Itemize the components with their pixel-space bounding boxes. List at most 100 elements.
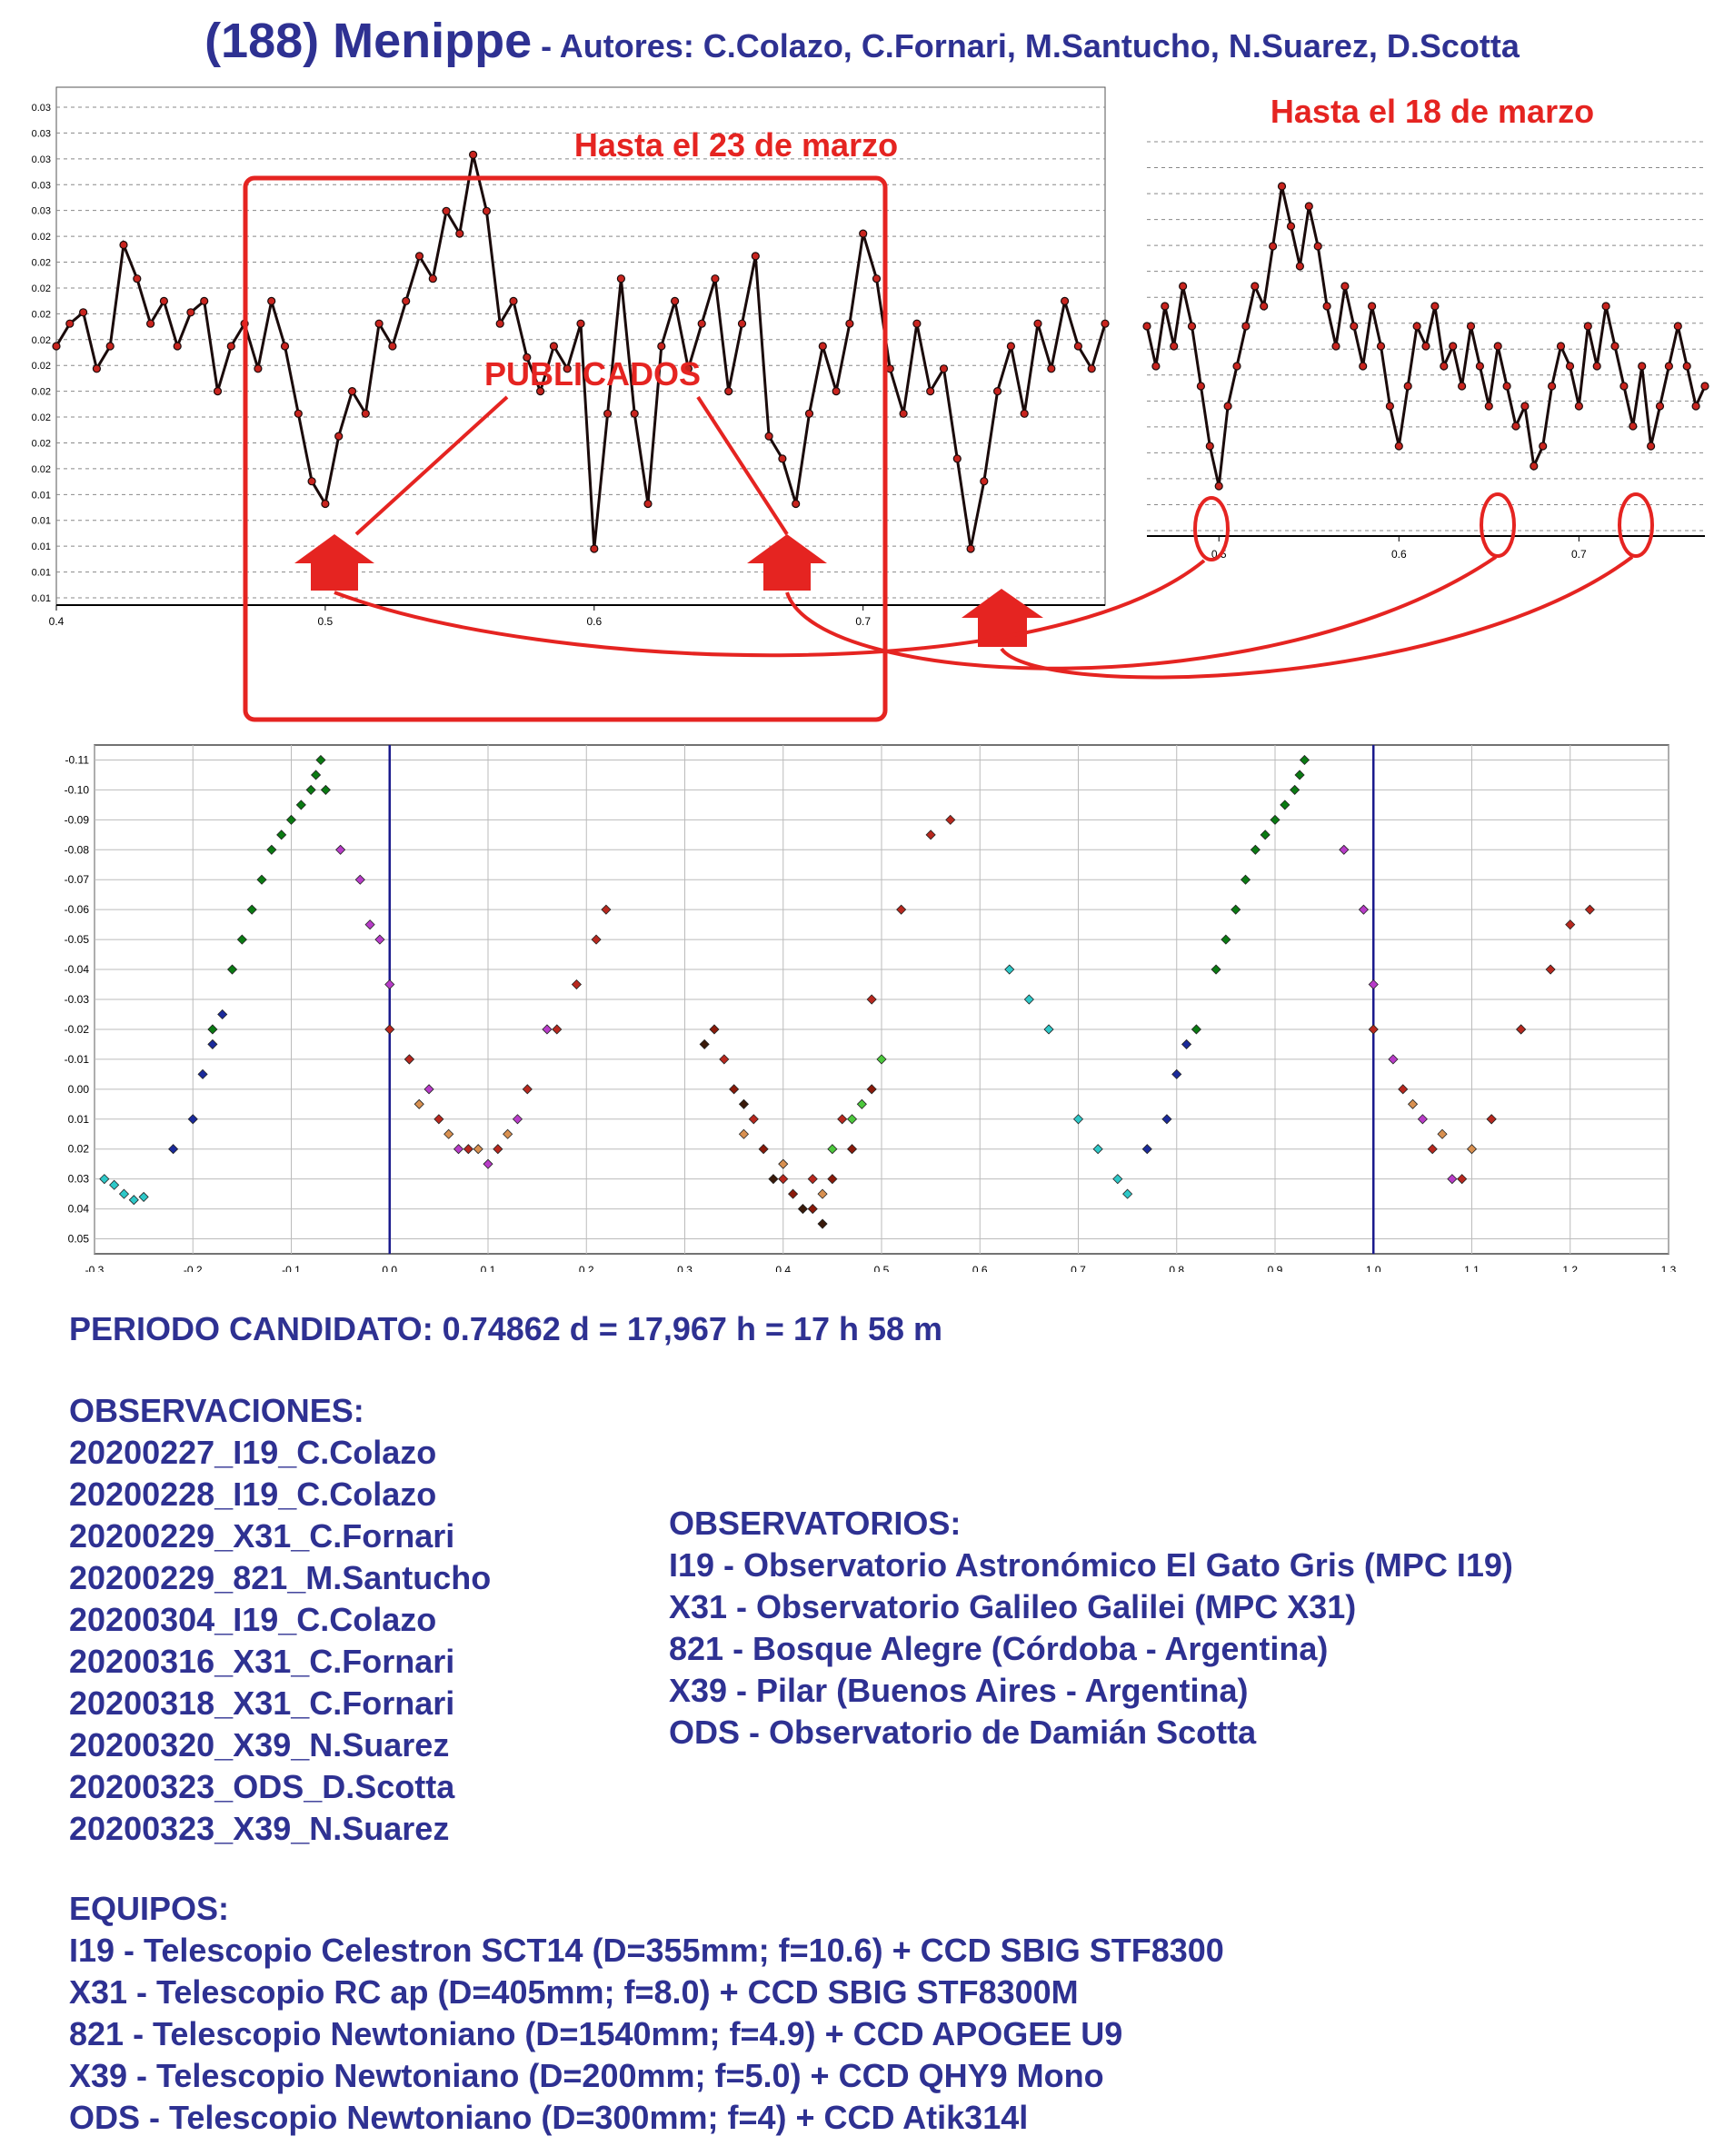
x-tick-label: 0.5 [318, 615, 334, 628]
data-point [99, 1174, 110, 1185]
data-point [549, 342, 559, 351]
data-point [1430, 302, 1440, 311]
data-point [404, 1054, 414, 1065]
x-tick-label: -0.1 [282, 1264, 301, 1272]
data-point [601, 904, 612, 915]
x-tick-label: 0.6 [972, 1264, 988, 1272]
data-point [1033, 319, 1042, 328]
data-point [1700, 382, 1709, 391]
data-point [1565, 919, 1576, 930]
observacion-item: 20200229_821_M.Santucho [69, 1559, 492, 1596]
data-point [1161, 1114, 1172, 1125]
data-point [1073, 342, 1083, 351]
data-point [1565, 362, 1575, 371]
data-point [1047, 364, 1056, 373]
data-point [1092, 1144, 1103, 1155]
y-tick-label: 0.01 [32, 568, 51, 579]
lightcurve-chart-until-march-23: 0.03 0.03 0.03 0.03 0.03 0.02 0.02 0.02 0.02 0.02… [32, 86, 1110, 628]
data-point [966, 544, 975, 553]
y-tick-label: 0.01 [32, 541, 51, 552]
circle-marker [1618, 492, 1654, 558]
data-point [266, 844, 277, 855]
data-point [374, 934, 385, 945]
y-tick-label: 0.02 [32, 335, 51, 346]
data-point [453, 1144, 464, 1155]
data-point [1440, 362, 1449, 371]
data-point [699, 1038, 710, 1049]
data-point [468, 150, 478, 159]
data-point [859, 229, 868, 238]
data-point [1043, 1024, 1054, 1035]
data-point [1367, 302, 1377, 311]
data-point [1221, 934, 1231, 945]
data-point [236, 934, 247, 945]
data-point [1340, 282, 1350, 291]
data-point [1610, 342, 1619, 351]
data-point [1290, 784, 1300, 795]
data-point [1295, 262, 1305, 271]
data-point [630, 409, 639, 418]
y-tick-label: 0.04 [68, 1203, 90, 1216]
data-point [217, 1008, 228, 1020]
data-point [804, 409, 814, 418]
data-point [1240, 874, 1251, 885]
data-point [213, 387, 223, 396]
data-point [361, 409, 370, 418]
data-point [1638, 362, 1647, 371]
data-point [1516, 1024, 1527, 1035]
data-point [254, 364, 263, 373]
data-point [310, 770, 322, 780]
data-point [896, 904, 907, 915]
data-point [788, 1188, 799, 1199]
data-point [384, 1024, 395, 1035]
data-point [817, 1218, 828, 1229]
x-tick-label: 0.7 [1571, 548, 1587, 561]
equipo-item: I19 - Telescopio Celestron SCT14 (D=355m… [69, 1932, 1224, 1969]
data-point [1142, 322, 1151, 331]
data-point [729, 1084, 740, 1095]
x-tick-label: 0.4 [775, 1264, 791, 1272]
data-point [159, 296, 168, 305]
observacion-item: 20200323_ODS_D.Scotta [69, 1768, 455, 1805]
data-point [1087, 364, 1096, 373]
observacion-item: 20200318_X31_C.Fornari [69, 1684, 455, 1722]
title-row: (188) Menippe - Autores: C.Colazo, C.For… [0, 13, 1724, 69]
y-tick-label: 0.03 [32, 103, 51, 114]
data-point [105, 342, 115, 351]
y-tick-label: 0.00 [68, 1083, 90, 1096]
data-point [827, 1144, 838, 1155]
data-point [1004, 964, 1015, 975]
y-tick-label: 0.02 [32, 258, 51, 269]
data-point [1350, 322, 1359, 331]
data-point [1547, 382, 1557, 391]
data-point [1511, 422, 1520, 431]
y-tick-label: 0.03 [32, 180, 51, 191]
data-point [1268, 242, 1278, 251]
observacion-item: 20200304_I19_C.Colazo [69, 1601, 437, 1638]
data-point [1427, 1144, 1438, 1155]
data-point [1286, 222, 1296, 231]
data-point [52, 342, 61, 351]
data-point [1260, 830, 1271, 840]
data-point [207, 1024, 218, 1035]
data-point [256, 874, 267, 885]
data-point [128, 1195, 139, 1206]
data-point [738, 1128, 750, 1139]
data-point [168, 1144, 179, 1155]
observatorio-item: ODS - Observatorio de Damián Scotta [669, 1714, 1257, 1751]
y-tick-label: -0.09 [65, 813, 90, 826]
data-point [473, 1144, 483, 1155]
authors-line: - Autores: C.Colazo, C.Fornari, M.Santuc… [532, 27, 1520, 65]
data-point [1299, 754, 1310, 766]
y-tick-label: 0.01 [68, 1113, 90, 1126]
data-point [512, 1114, 523, 1125]
data-point [846, 1114, 858, 1125]
equipo-item: X39 - Telescopio Newtoniano (D=200mm; f=… [69, 2057, 1104, 2094]
connector-curve [785, 555, 1498, 671]
data-point [866, 1084, 877, 1095]
data-point [388, 342, 397, 351]
data-point [305, 784, 316, 795]
data-point [267, 296, 276, 305]
data-point [133, 274, 142, 283]
data-point [1556, 342, 1566, 351]
